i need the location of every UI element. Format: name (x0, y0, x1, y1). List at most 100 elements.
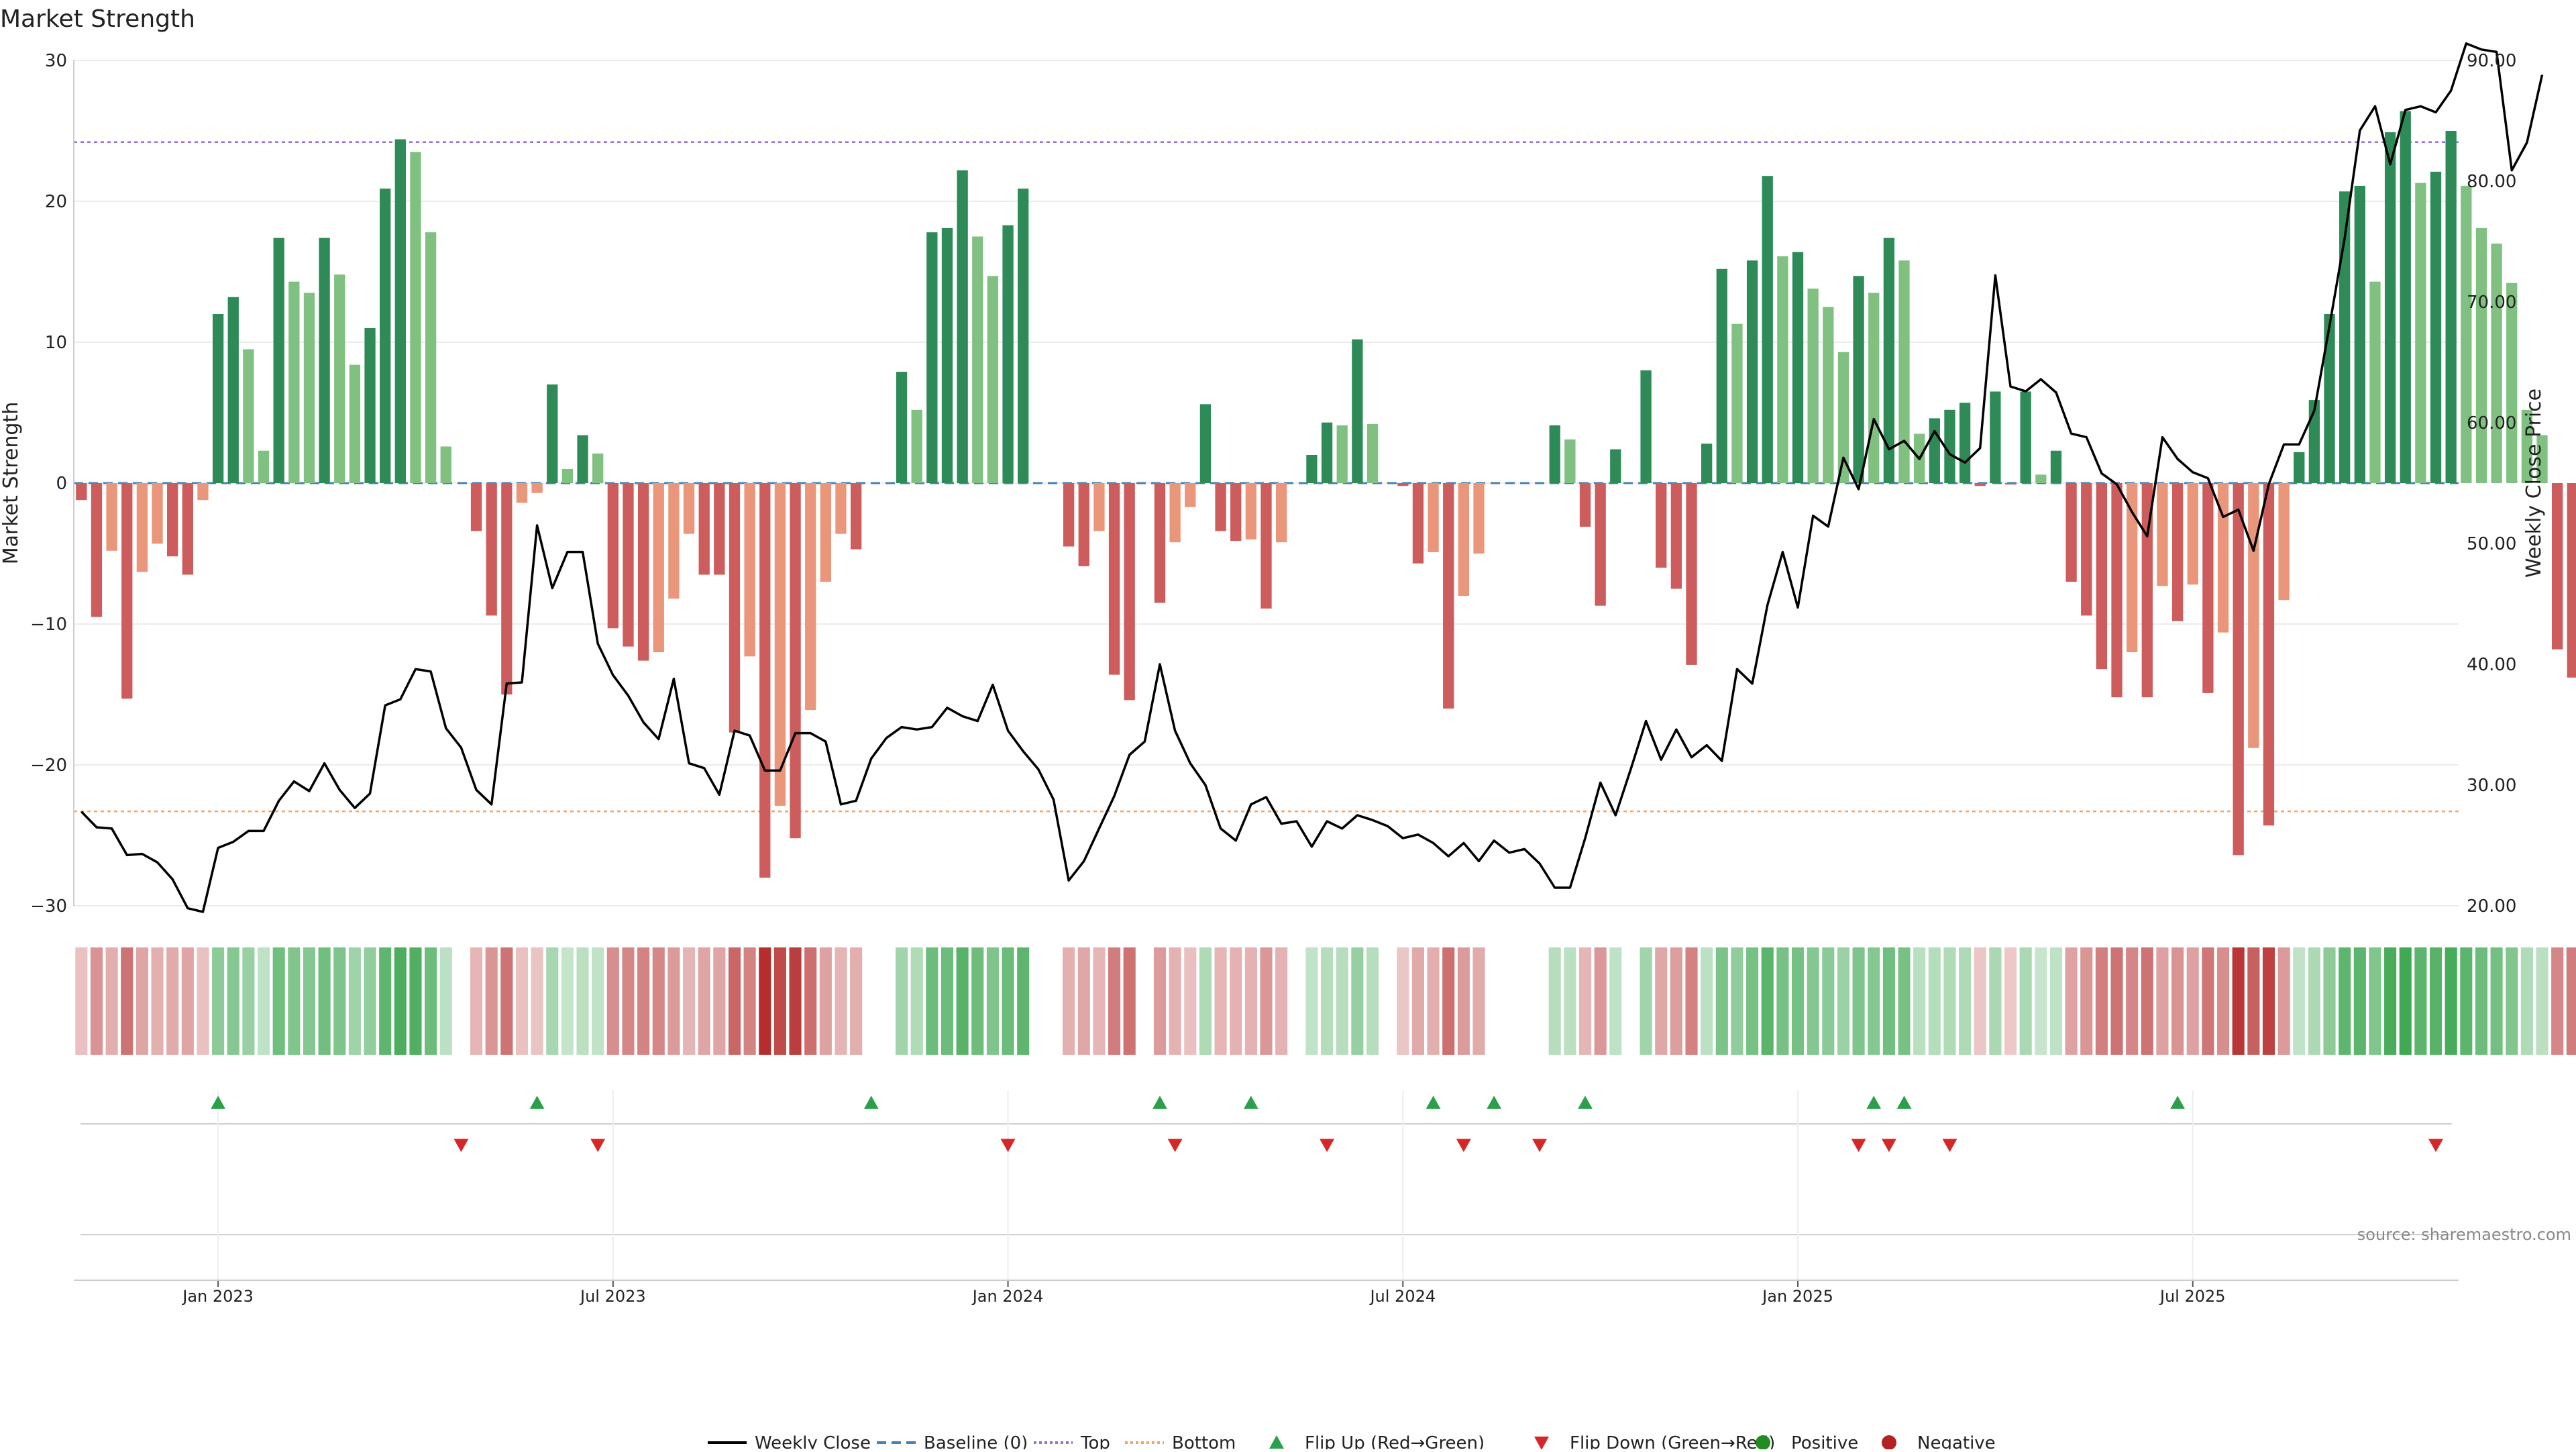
heat-cell (713, 947, 726, 1055)
flip-markers-panel (80, 1090, 2452, 1280)
heat-cell (136, 947, 148, 1055)
strength-bar (668, 483, 680, 599)
heat-cell (2216, 947, 2230, 1055)
y2-tick-label: 70.00 (2467, 293, 2516, 313)
strength-bar (653, 483, 664, 652)
heat-cell (1108, 947, 1121, 1055)
strength-bar (2400, 111, 2411, 484)
y2-axis-label: Weekly Close Price (2522, 388, 2546, 578)
y-tick-label: 0 (56, 474, 67, 494)
strength-bar (561, 469, 574, 483)
strength-bar (1352, 339, 1363, 483)
strength-bar (1002, 225, 1014, 483)
legend-dot-swatch (1882, 1435, 1896, 1450)
heat-cell (1959, 947, 1972, 1055)
heat-cell (2141, 947, 2153, 1055)
strength-bar (2369, 281, 2381, 483)
strength-bar (258, 450, 270, 483)
strength-bar (592, 453, 604, 483)
heat-cell (1837, 947, 1850, 1055)
heat-cell (576, 947, 589, 1055)
heat-cell (835, 947, 847, 1055)
strength-bar (380, 189, 391, 483)
strength-bar (2567, 483, 2576, 678)
heat-cell (1776, 947, 1789, 1055)
flip-down-marker (1942, 1139, 1957, 1152)
strength-bar (1883, 238, 1895, 483)
strength-bar (197, 483, 209, 501)
heat-cell (166, 947, 179, 1055)
strength-bar (1093, 483, 1105, 531)
heat-cell (2004, 947, 2017, 1055)
heat-cell (2339, 947, 2351, 1055)
strength-bar (2308, 400, 2320, 483)
heat-cell (197, 947, 209, 1055)
heat-cell (1199, 947, 1212, 1055)
heat-cell (151, 947, 164, 1055)
strength-bar (1762, 176, 1773, 483)
heat-cell (1077, 947, 1090, 1055)
heat-cell (394, 947, 407, 1055)
strength-bar (911, 409, 922, 483)
y2-tick-label: 60.00 (2467, 413, 2516, 433)
strength-bar (319, 238, 330, 483)
heat-cell (242, 947, 255, 1055)
strength-bar (2233, 483, 2244, 855)
heat-cell (1230, 947, 1242, 1055)
strength-bar (987, 276, 999, 483)
strength-bar (2506, 282, 2518, 483)
strength-bar (2157, 483, 2168, 586)
strength-bar (759, 483, 771, 878)
heat-cell (1169, 947, 1181, 1055)
heat-cell (1153, 947, 1167, 1055)
strength-bar (2324, 314, 2335, 483)
heat-cell (1564, 947, 1576, 1055)
strength-bar (1306, 455, 1318, 483)
strength-bar (714, 483, 725, 575)
y2-tick-label: 30.00 (2467, 776, 2516, 796)
heat-cell (500, 947, 513, 1055)
strength-bar (470, 483, 482, 531)
flip-up-marker (211, 1096, 226, 1109)
x-tick-label: Jan 2023 (181, 1287, 254, 1306)
strength-bar (2141, 483, 2153, 698)
strength-bar (744, 483, 755, 657)
legend-dot-swatch (1756, 1435, 1770, 1450)
heat-cell (1761, 947, 1774, 1055)
heat-cell (910, 947, 923, 1055)
heat-cell (2429, 947, 2443, 1055)
heat-cell (2369, 947, 2381, 1055)
strength-bar (1898, 260, 1910, 483)
flip-up-marker (1866, 1096, 1882, 1109)
strength-bar (76, 483, 87, 501)
strength-bar (1716, 268, 1727, 483)
flip-up-marker (1426, 1096, 1441, 1109)
strength-bar (212, 314, 224, 483)
flip-down-marker (1167, 1139, 1183, 1152)
strength-bar (425, 232, 437, 483)
strength-bar (106, 483, 117, 551)
strength-bar (1792, 252, 1804, 483)
heat-cell (819, 947, 832, 1055)
strength-bar (1746, 260, 1758, 483)
heat-cell (288, 947, 301, 1055)
heat-cell (2536, 947, 2548, 1055)
heat-cell (941, 947, 954, 1055)
strength-bar (2475, 227, 2487, 483)
strength-bar (623, 483, 634, 647)
y2-tick-label: 80.00 (2467, 172, 2516, 192)
heat-cell (1670, 947, 1682, 1055)
strength-bar (1199, 404, 1212, 483)
weekly-close-line (80, 42, 2544, 913)
heat-cell (1791, 947, 1805, 1055)
flip-up-marker (1578, 1096, 1593, 1109)
heat-cell (1063, 947, 1075, 1055)
heat-cell (1123, 947, 1136, 1055)
strength-bar (1564, 439, 1576, 483)
heat-cell (1397, 947, 1409, 1055)
heat-cell (2445, 947, 2457, 1055)
heat-cell (181, 947, 194, 1055)
heat-cell (1807, 947, 1819, 1055)
strength-bar (2339, 191, 2351, 483)
strength-bar (2035, 474, 2047, 483)
